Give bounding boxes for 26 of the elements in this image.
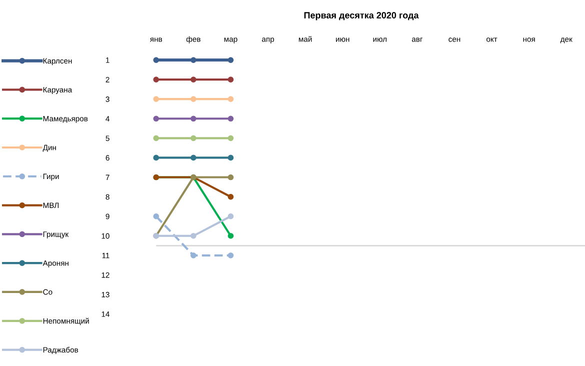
- point: [228, 57, 234, 63]
- point: [190, 76, 196, 82]
- point: [228, 154, 234, 161]
- point: [228, 232, 234, 239]
- point: [153, 96, 160, 102]
- point: [190, 252, 196, 258]
- point: [190, 96, 196, 102]
- point: [153, 116, 160, 122]
- point: [153, 154, 160, 161]
- point: [190, 154, 196, 161]
- point: [153, 213, 160, 220]
- point: [190, 116, 196, 122]
- point: [190, 232, 196, 239]
- point: [228, 252, 234, 258]
- point: [228, 174, 234, 180]
- point: [190, 135, 196, 142]
- point: [228, 194, 234, 200]
- point: [153, 76, 160, 82]
- point: [153, 135, 160, 142]
- point: [190, 57, 196, 63]
- point: [228, 135, 234, 142]
- point: [228, 213, 234, 220]
- point: [228, 76, 234, 82]
- chart-title: Первая десятка 2020 года: [304, 12, 419, 20]
- point: [228, 96, 234, 102]
- point: [228, 116, 234, 122]
